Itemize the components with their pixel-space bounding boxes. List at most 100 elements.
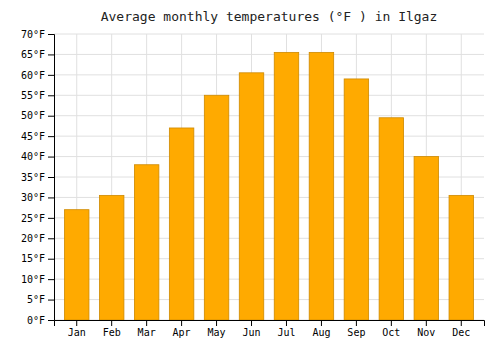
x-tick-label: Mar (138, 327, 156, 338)
y-tick: 40°F (21, 151, 54, 162)
y-tick-mark (48, 279, 54, 280)
grid (54, 34, 484, 320)
x-tick-mark (356, 320, 357, 326)
y-tick-mark (48, 54, 54, 55)
y-tick: 30°F (21, 192, 54, 203)
y-tick: 10°F (21, 274, 54, 285)
x-tick: Dec (452, 320, 470, 338)
grid-line-y (54, 34, 484, 35)
x-tick-mark (216, 320, 217, 326)
y-tick-label: 0°F (27, 315, 45, 326)
y-tick-label: 5°F (27, 294, 45, 305)
x-tick: Jun (242, 320, 260, 338)
y-tick-label: 30°F (21, 192, 45, 203)
x-tick: Nov (417, 320, 435, 338)
y-tick-mark (48, 116, 54, 117)
y-tick: 0°F (27, 315, 54, 326)
y-tick-mark (48, 75, 54, 76)
y-tick: 55°F (21, 90, 54, 101)
y-tick-mark (48, 34, 54, 35)
y-tick-label: 55°F (21, 90, 45, 101)
y-tick-label: 10°F (21, 274, 45, 285)
grid-line-y (54, 74, 484, 75)
y-tick-label: 45°F (21, 131, 45, 142)
x-tick-label: Aug (312, 327, 330, 338)
y-tick-mark (48, 259, 54, 260)
x-tick-mark (111, 320, 112, 326)
x-tick: Jan (68, 320, 86, 338)
x-tick: Sep (347, 320, 365, 338)
y-tick-label: 35°F (21, 172, 45, 183)
y-tick-label: 60°F (21, 70, 45, 81)
bar (379, 118, 403, 320)
y-tick: 50°F (21, 110, 54, 121)
y-tick-mark (48, 238, 54, 239)
bar (344, 79, 368, 320)
y-tick-label: 25°F (21, 213, 45, 224)
x-tick: May (208, 320, 226, 338)
x-tick-mark (286, 320, 287, 326)
chart: Jan Feb Mar Apr May Jun Jul Aug Sep Oct Nov Dec 0°F 5… (0, 0, 500, 350)
y-tick: 60°F (21, 70, 54, 81)
grid-line-y (54, 54, 484, 55)
y-tick: 15°F (21, 253, 54, 264)
x-tick-label: Feb (103, 327, 121, 338)
x-tick: Feb (103, 320, 121, 338)
bar (204, 95, 228, 320)
x-tick-mark (461, 320, 462, 326)
bar (274, 52, 298, 320)
y-tick-label: 20°F (21, 233, 45, 244)
x-tick: Jul (277, 320, 295, 338)
x-tick-mark (181, 320, 182, 326)
y-tick-mark (48, 300, 54, 301)
y-tick-mark (48, 95, 54, 96)
bar (449, 195, 473, 320)
x-axis: Jan Feb Mar Apr May Jun Jul Aug Sep Oct Nov Dec (55, 320, 485, 338)
x-tick-label: Jun (242, 327, 260, 338)
grid-line-y (54, 115, 484, 116)
plot: Jan Feb Mar Apr May Jun Jul Aug Sep Oct Nov Dec 0°F 5… (21, 29, 485, 338)
x-tick-label: Sep (347, 327, 365, 338)
bar (309, 52, 333, 320)
y-tick: 20°F (21, 233, 54, 244)
y-tick-mark (48, 177, 54, 178)
x-tick-mark (146, 320, 147, 326)
y-tick-label: 65°F (21, 49, 45, 60)
y-tick-label: 50°F (21, 110, 45, 121)
y-axis: 0°F 5°F 10°F 15°F 20°F 25°F 30°F 35°F 40°F 45°F 50… (21, 29, 55, 326)
y-tick: 35°F (21, 172, 54, 183)
x-tick-label: Nov (417, 327, 435, 338)
y-tick-mark (48, 157, 54, 158)
bars (64, 52, 473, 320)
bar (414, 157, 438, 320)
x-tick-mark (321, 320, 322, 326)
x-tick-label: Dec (452, 327, 470, 338)
grid-line-y (54, 95, 484, 96)
x-tick: Aug (312, 320, 330, 338)
y-tick-mark (48, 218, 54, 219)
bar (99, 195, 123, 320)
x-tick-label: Jul (277, 327, 295, 338)
bar (239, 73, 263, 320)
y-tick: 70°F (21, 29, 54, 40)
y-tick: 25°F (21, 213, 54, 224)
x-tick: Oct (382, 320, 400, 338)
x-tick: Apr (173, 320, 191, 338)
y-tick: 45°F (21, 131, 54, 142)
y-axis-line (48, 35, 55, 321)
x-tick-label: Apr (173, 327, 191, 338)
x-axis-line (55, 321, 485, 327)
y-tick-label: 15°F (21, 253, 45, 264)
y-tick-mark (48, 320, 54, 321)
x-tick-mark (76, 320, 77, 326)
title: Average monthly temperatures (°F ) in Il… (101, 9, 438, 24)
y-tick: 65°F (21, 49, 54, 60)
x-tick-label: Oct (382, 327, 400, 338)
grid-line-y (54, 136, 484, 137)
bar (64, 210, 88, 320)
bar (169, 128, 193, 320)
y-tick-mark (48, 136, 54, 137)
x-tick-label: Jan (68, 327, 86, 338)
x-tick-mark (426, 320, 427, 326)
y-tick-label: 70°F (21, 29, 45, 40)
